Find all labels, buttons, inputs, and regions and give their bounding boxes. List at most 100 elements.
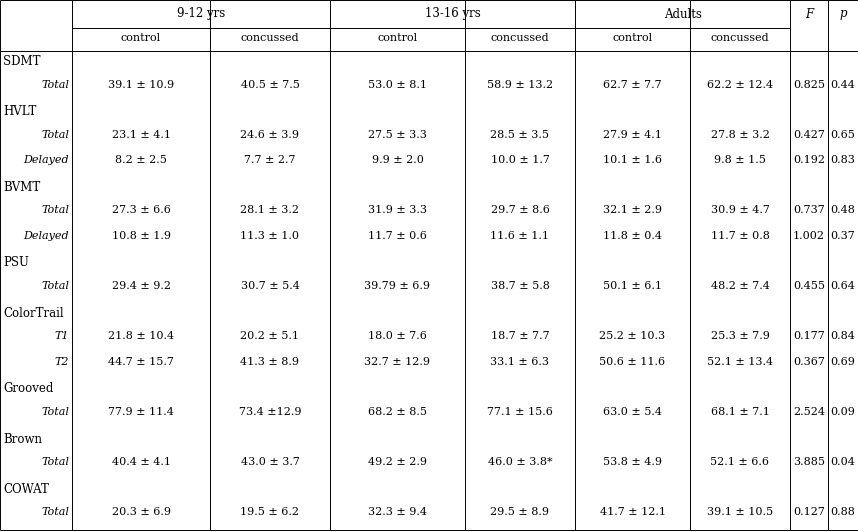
Text: concussed: concussed [241, 33, 299, 43]
Text: 32.1 ± 2.9: 32.1 ± 2.9 [603, 205, 662, 215]
Text: F: F [805, 7, 813, 21]
Text: 40.5 ± 7.5: 40.5 ± 7.5 [240, 80, 299, 89]
Text: 63.0 ± 5.4: 63.0 ± 5.4 [603, 407, 662, 417]
Text: 28.1 ± 3.2: 28.1 ± 3.2 [240, 205, 299, 215]
Text: concussed: concussed [491, 33, 549, 43]
Text: 10.0 ± 1.7: 10.0 ± 1.7 [491, 155, 549, 165]
Text: 0.367: 0.367 [793, 357, 825, 367]
Text: 10.8 ± 1.9: 10.8 ± 1.9 [112, 231, 171, 241]
Text: 27.9 ± 4.1: 27.9 ± 4.1 [603, 130, 662, 140]
Text: 11.7 ± 0.6: 11.7 ± 0.6 [368, 231, 427, 241]
Text: 38.7 ± 5.8: 38.7 ± 5.8 [491, 281, 549, 291]
Text: 25.3 ± 7.9: 25.3 ± 7.9 [710, 331, 770, 342]
Text: 68.1 ± 7.1: 68.1 ± 7.1 [710, 407, 770, 417]
Text: 58.9 ± 13.2: 58.9 ± 13.2 [487, 80, 553, 89]
Text: 0.83: 0.83 [831, 155, 855, 165]
Text: 29.7 ± 8.6: 29.7 ± 8.6 [491, 205, 549, 215]
Text: 10.1 ± 1.6: 10.1 ± 1.6 [603, 155, 662, 165]
Text: 48.2 ± 7.4: 48.2 ± 7.4 [710, 281, 770, 291]
Text: 41.7 ± 12.1: 41.7 ± 12.1 [600, 508, 666, 518]
Text: 9.8 ± 1.5: 9.8 ± 1.5 [714, 155, 766, 165]
Text: 32.7 ± 12.9: 32.7 ± 12.9 [365, 357, 431, 367]
Text: control: control [378, 33, 418, 43]
Text: 30.7 ± 5.4: 30.7 ± 5.4 [240, 281, 299, 291]
Text: 33.1 ± 6.3: 33.1 ± 6.3 [491, 357, 549, 367]
Text: 49.2 ± 2.9: 49.2 ± 2.9 [368, 457, 427, 467]
Text: Total: Total [41, 281, 69, 291]
Text: 31.9 ± 3.3: 31.9 ± 3.3 [368, 205, 427, 215]
Text: 11.6 ± 1.1: 11.6 ± 1.1 [491, 231, 549, 241]
Text: 0.65: 0.65 [831, 130, 855, 140]
Text: 19.5 ± 6.2: 19.5 ± 6.2 [240, 508, 299, 518]
Text: 27.3 ± 6.6: 27.3 ± 6.6 [112, 205, 171, 215]
Text: 77.1 ± 15.6: 77.1 ± 15.6 [487, 407, 553, 417]
Text: 11.3 ± 1.0: 11.3 ± 1.0 [240, 231, 299, 241]
Text: 9-12 yrs: 9-12 yrs [177, 7, 225, 21]
Text: COWAT: COWAT [3, 483, 49, 496]
Text: 29.4 ± 9.2: 29.4 ± 9.2 [112, 281, 171, 291]
Text: 0.09: 0.09 [831, 407, 855, 417]
Text: 73.4 ±12.9: 73.4 ±12.9 [239, 407, 301, 417]
Text: 39.1 ± 10.9: 39.1 ± 10.9 [108, 80, 174, 89]
Text: 0.69: 0.69 [831, 357, 855, 367]
Text: HVLT: HVLT [3, 105, 36, 118]
Text: 50.1 ± 6.1: 50.1 ± 6.1 [603, 281, 662, 291]
Text: 0.455: 0.455 [793, 281, 825, 291]
Text: Brown: Brown [3, 433, 42, 445]
Text: 41.3 ± 8.9: 41.3 ± 8.9 [240, 357, 299, 367]
Text: 32.3 ± 9.4: 32.3 ± 9.4 [368, 508, 427, 518]
Text: Total: Total [41, 407, 69, 417]
Text: 0.825: 0.825 [793, 80, 825, 89]
Text: 0.192: 0.192 [793, 155, 825, 165]
Text: 68.2 ± 8.5: 68.2 ± 8.5 [368, 407, 427, 417]
Text: 0.04: 0.04 [831, 457, 855, 467]
Text: 28.5 ± 3.5: 28.5 ± 3.5 [491, 130, 549, 140]
Text: 0.737: 0.737 [793, 205, 825, 215]
Text: control: control [121, 33, 161, 43]
Text: 18.0 ± 7.6: 18.0 ± 7.6 [368, 331, 427, 342]
Text: ColorTrail: ColorTrail [3, 306, 63, 320]
Text: 46.0 ± 3.8*: 46.0 ± 3.8* [487, 457, 553, 467]
Text: 9.9 ± 2.0: 9.9 ± 2.0 [372, 155, 424, 165]
Text: p: p [839, 7, 847, 21]
Text: Total: Total [41, 80, 69, 89]
Text: 8.2 ± 2.5: 8.2 ± 2.5 [115, 155, 167, 165]
Text: 43.0 ± 3.7: 43.0 ± 3.7 [240, 457, 299, 467]
Text: 62.7 ± 7.7: 62.7 ± 7.7 [603, 80, 662, 89]
Text: Total: Total [41, 205, 69, 215]
Text: 0.44: 0.44 [831, 80, 855, 89]
Text: 2.524: 2.524 [793, 407, 825, 417]
Text: concussed: concussed [710, 33, 770, 43]
Text: 30.9 ± 4.7: 30.9 ± 4.7 [710, 205, 770, 215]
Text: 7.7 ± 2.7: 7.7 ± 2.7 [245, 155, 296, 165]
Text: Adults: Adults [663, 7, 702, 21]
Text: T1: T1 [55, 331, 69, 342]
Text: Delayed: Delayed [23, 155, 69, 165]
Text: 50.6 ± 11.6: 50.6 ± 11.6 [600, 357, 666, 367]
Text: 0.427: 0.427 [793, 130, 825, 140]
Text: 20.3 ± 6.9: 20.3 ± 6.9 [112, 508, 171, 518]
Text: 40.4 ± 4.1: 40.4 ± 4.1 [112, 457, 171, 467]
Text: 13-16 yrs: 13-16 yrs [425, 7, 480, 21]
Text: T2: T2 [55, 357, 69, 367]
Text: control: control [613, 33, 653, 43]
Text: 0.84: 0.84 [831, 331, 855, 342]
Text: 23.1 ± 4.1: 23.1 ± 4.1 [112, 130, 171, 140]
Text: 53.8 ± 4.9: 53.8 ± 4.9 [603, 457, 662, 467]
Text: 0.48: 0.48 [831, 205, 855, 215]
Text: 24.6 ± 3.9: 24.6 ± 3.9 [240, 130, 299, 140]
Text: 52.1 ± 6.6: 52.1 ± 6.6 [710, 457, 770, 467]
Text: 11.7 ± 0.8: 11.7 ± 0.8 [710, 231, 770, 241]
Text: 27.5 ± 3.3: 27.5 ± 3.3 [368, 130, 427, 140]
Text: 77.9 ± 11.4: 77.9 ± 11.4 [108, 407, 174, 417]
Text: 39.79 ± 6.9: 39.79 ± 6.9 [365, 281, 431, 291]
Text: 0.64: 0.64 [831, 281, 855, 291]
Text: Total: Total [41, 457, 69, 467]
Text: 52.1 ± 13.4: 52.1 ± 13.4 [707, 357, 773, 367]
Text: 0.88: 0.88 [831, 508, 855, 518]
Text: 11.8 ± 0.4: 11.8 ± 0.4 [603, 231, 662, 241]
Text: Total: Total [41, 508, 69, 518]
Text: 62.2 ± 12.4: 62.2 ± 12.4 [707, 80, 773, 89]
Text: BVMT: BVMT [3, 181, 40, 194]
Text: Delayed: Delayed [23, 231, 69, 241]
